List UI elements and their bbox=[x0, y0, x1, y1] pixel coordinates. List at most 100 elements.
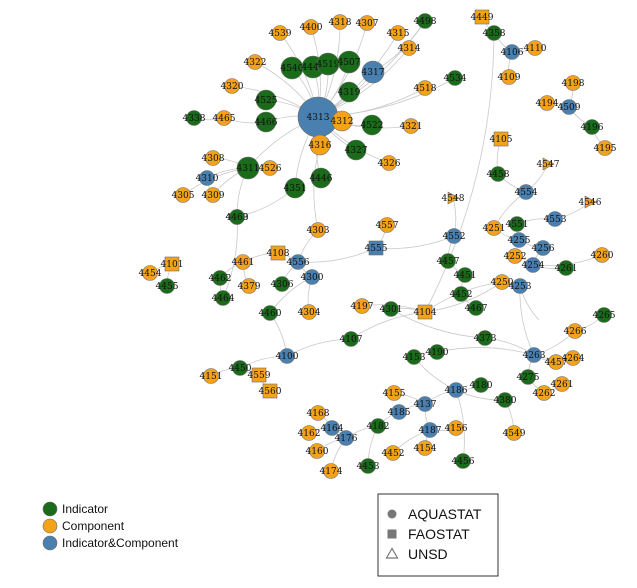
node-4551-label: 4551 bbox=[506, 220, 529, 230]
node-4186-label: 4186 bbox=[445, 386, 468, 396]
node-4263-label: 4263 bbox=[523, 351, 546, 361]
node-4525: 4525 bbox=[255, 89, 278, 111]
node-4306-shape bbox=[274, 276, 290, 292]
node-4351: 4351 bbox=[284, 177, 306, 199]
node-4548-shape bbox=[447, 191, 460, 205]
node-4275: 4275 bbox=[517, 369, 540, 385]
node-4185: 4185 bbox=[388, 404, 411, 420]
node-4182-label: 4182 bbox=[367, 422, 390, 432]
node-4553: 4553 bbox=[544, 211, 567, 227]
legend-sources-box bbox=[377, 493, 499, 577]
node-4254-label: 4254 bbox=[522, 261, 545, 271]
legend-unsd-label: UNSD bbox=[408, 546, 448, 562]
node-4553-shape bbox=[547, 211, 563, 227]
node-4109: 4109 bbox=[498, 69, 521, 85]
node-4261b-shape bbox=[554, 376, 570, 392]
node-4507: 4507 bbox=[338, 50, 361, 74]
node-4526-shape bbox=[262, 160, 278, 176]
node-4509: 4509 bbox=[558, 99, 581, 115]
node-4255: 4255 bbox=[508, 232, 531, 248]
node-4464-label: 4464 bbox=[212, 294, 235, 304]
node-4509-shape bbox=[561, 99, 577, 115]
node-4108-label: 4108 bbox=[267, 249, 290, 259]
node-4326-shape bbox=[381, 155, 397, 171]
node-4108-shape bbox=[270, 245, 286, 261]
node-4554-shape bbox=[518, 184, 534, 200]
node-4316-label: 4316 bbox=[309, 141, 332, 151]
node-4466-label: 4466 bbox=[255, 118, 278, 128]
node-4104-label: 4104 bbox=[414, 308, 437, 318]
node-4265-shape bbox=[596, 307, 612, 323]
node-4255-label: 4255 bbox=[508, 236, 531, 246]
node-4305: 4305 bbox=[172, 187, 195, 203]
node-4556-shape bbox=[290, 254, 306, 270]
node-4106-shape bbox=[504, 44, 520, 60]
node-4196-shape bbox=[584, 119, 600, 135]
node-4187: 4187 bbox=[419, 422, 442, 438]
node-4101-shape bbox=[164, 256, 180, 272]
node-4379: 4379 bbox=[238, 278, 261, 294]
node-4559: 4559 bbox=[248, 367, 271, 383]
node-4552: 4552 bbox=[443, 228, 465, 244]
node-4194: 4194 bbox=[536, 95, 559, 111]
node-4452: 4452 bbox=[450, 286, 472, 302]
node-4190-shape bbox=[429, 344, 445, 360]
node-4519: 4519 bbox=[317, 52, 340, 76]
node-4546: 4546 bbox=[579, 195, 602, 209]
node-4251-label: 4251 bbox=[483, 224, 506, 234]
node-4156-label: 4156 bbox=[445, 424, 468, 434]
node-4557: 4557 bbox=[376, 217, 399, 233]
node-4307-shape bbox=[359, 15, 375, 31]
legend-aquastat-symbol bbox=[387, 509, 397, 519]
node-4260: 4260 bbox=[591, 247, 614, 263]
node-4174: 4174 bbox=[320, 463, 343, 479]
node-4275-label: 4275 bbox=[517, 373, 540, 383]
node-4300-shape bbox=[304, 269, 320, 285]
node-4379-label: 4379 bbox=[238, 282, 261, 292]
node-4456-shape bbox=[455, 453, 471, 469]
node-4320-label: 4320 bbox=[221, 82, 244, 92]
node-4153-shape bbox=[406, 349, 422, 365]
node-4319: 4319 bbox=[338, 81, 361, 103]
node-4251: 4251 bbox=[483, 220, 506, 236]
node-4319-label: 4319 bbox=[338, 88, 361, 98]
node-4197-label: 4197 bbox=[351, 302, 374, 312]
node-4306: 4306 bbox=[271, 276, 294, 292]
legend-data-sources: AQUASTAT FAOSTAT UNSD bbox=[377, 493, 499, 577]
node-4326: 4326 bbox=[378, 155, 401, 171]
node-4452b-label: 4452 bbox=[382, 449, 405, 459]
node-4262-shape bbox=[536, 385, 552, 401]
node-4547: 4547 bbox=[537, 157, 560, 171]
node-4507-label: 4507 bbox=[338, 58, 361, 68]
node-4539: 4539 bbox=[269, 25, 292, 41]
node-4446-label: 4446 bbox=[310, 174, 333, 184]
node-4155-label: 4155 bbox=[383, 389, 406, 399]
node-4556-label: 4556 bbox=[287, 258, 310, 268]
node-4518: 4518 bbox=[414, 80, 437, 96]
node-4260-shape bbox=[594, 247, 610, 263]
legend-both-label: Indicator&Component bbox=[62, 536, 179, 550]
node-4307: 4307 bbox=[356, 15, 379, 31]
node-4457-label: 4457 bbox=[437, 257, 460, 267]
node-4534: 4534 bbox=[444, 70, 467, 86]
node-4327: 4327 bbox=[345, 139, 368, 161]
node-4153-label: 4153 bbox=[403, 353, 426, 363]
node-4308-label: 4308 bbox=[202, 154, 225, 164]
node-4554: 4554 bbox=[515, 184, 538, 200]
node-4526: 4526 bbox=[259, 160, 282, 176]
node-4162-label: 4162 bbox=[298, 429, 321, 439]
node-4197: 4197 bbox=[351, 298, 374, 314]
node-4351-shape bbox=[284, 177, 306, 199]
node-4107: 4107 bbox=[340, 331, 363, 347]
node-4303-shape bbox=[310, 222, 326, 238]
legend-unsd-symbol bbox=[385, 547, 399, 559]
node-4311: 4311 bbox=[237, 156, 259, 180]
node-4547-shape bbox=[542, 157, 555, 171]
node-4255-shape bbox=[511, 232, 527, 248]
node-4110: 4110 bbox=[524, 40, 547, 56]
node-4317-label: 4317 bbox=[362, 68, 385, 78]
node-4458-label: 4458 bbox=[487, 170, 510, 180]
node-4522-shape bbox=[361, 114, 383, 136]
node-4548-label: 4548 bbox=[442, 194, 465, 204]
